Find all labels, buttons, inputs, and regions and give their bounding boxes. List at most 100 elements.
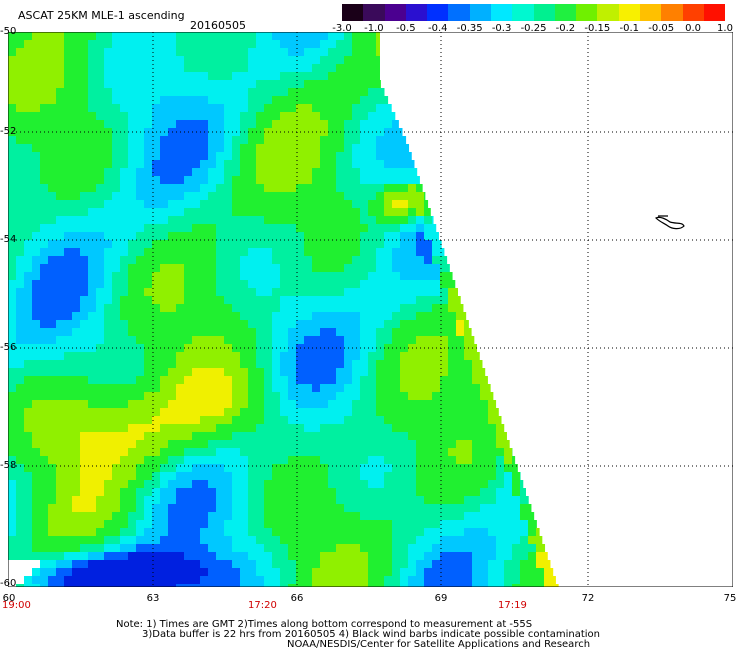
data-cell — [32, 392, 40, 400]
data-cell — [280, 48, 288, 56]
data-cell — [536, 552, 544, 560]
data-cell — [288, 560, 296, 568]
data-cell — [288, 384, 296, 392]
data-cell — [192, 192, 200, 200]
data-cell — [448, 408, 456, 416]
data-cell — [488, 480, 496, 488]
data-cell — [288, 200, 296, 208]
data-cell — [400, 392, 408, 400]
data-cell — [336, 224, 344, 232]
data-cell — [440, 536, 448, 544]
data-cell — [24, 184, 32, 192]
data-cell — [264, 32, 272, 40]
data-cell — [384, 152, 392, 160]
data-cell — [48, 296, 56, 304]
data-cell — [88, 392, 96, 400]
data-cell — [304, 544, 312, 552]
data-cell — [176, 192, 184, 200]
data-cell — [384, 576, 392, 584]
data-cell — [208, 48, 216, 56]
data-cell — [240, 464, 248, 472]
data-cell — [248, 408, 256, 416]
data-cell — [312, 424, 320, 432]
data-cell — [128, 160, 136, 168]
data-cell — [232, 400, 240, 408]
data-cell — [512, 552, 520, 560]
data-cell — [344, 160, 352, 168]
data-cell — [80, 536, 88, 544]
data-cell — [208, 176, 216, 184]
data-cell — [184, 296, 192, 304]
data-cell — [152, 72, 160, 80]
data-cell — [416, 576, 424, 584]
data-cell — [376, 40, 380, 48]
data-cell — [24, 136, 32, 144]
data-cell — [256, 88, 264, 96]
lon-label-72: 72 — [581, 593, 595, 604]
data-cell — [432, 320, 440, 328]
data-cell — [144, 88, 152, 96]
data-cell — [192, 40, 200, 48]
data-cell — [264, 256, 272, 264]
data-cell — [480, 448, 488, 456]
data-cell — [144, 48, 152, 56]
data-cell — [144, 488, 152, 496]
data-cell — [192, 576, 200, 584]
data-cell — [224, 192, 232, 200]
data-cell — [272, 136, 280, 144]
data-cell — [456, 400, 464, 408]
data-cell — [352, 368, 360, 376]
data-cell — [392, 136, 400, 144]
data-cell — [232, 72, 240, 80]
data-cell — [376, 104, 384, 112]
data-cell — [112, 96, 120, 104]
data-cell — [376, 232, 384, 240]
data-cell — [248, 416, 256, 424]
data-cell — [104, 536, 112, 544]
data-cell — [344, 512, 352, 520]
data-cell — [24, 584, 32, 587]
data-cell — [48, 584, 56, 587]
data-cell — [24, 192, 32, 200]
data-cell — [312, 136, 320, 144]
data-cell — [176, 56, 184, 64]
data-cell — [104, 96, 112, 104]
data-cell — [184, 152, 192, 160]
data-cell — [352, 472, 360, 480]
data-cell — [176, 472, 184, 480]
data-cell — [192, 464, 200, 472]
data-cell — [120, 248, 128, 256]
data-cell — [16, 328, 24, 336]
data-cell — [360, 544, 368, 552]
data-cell — [80, 416, 88, 424]
data-cell — [320, 528, 328, 536]
data-cell — [96, 40, 104, 48]
data-cell — [152, 520, 160, 528]
data-cell — [448, 424, 456, 432]
data-cell — [200, 136, 208, 144]
data-cell — [472, 504, 480, 512]
data-cell — [392, 280, 400, 288]
data-cell — [32, 160, 40, 168]
data-cell — [112, 488, 120, 496]
data-cell — [432, 496, 440, 504]
data-cell — [64, 568, 72, 576]
data-cell — [136, 384, 144, 392]
data-cell — [288, 584, 296, 587]
data-cell — [136, 560, 144, 568]
data-cell — [304, 328, 312, 336]
data-cell — [296, 536, 304, 544]
data-cell — [136, 216, 144, 224]
data-cell — [152, 144, 160, 152]
data-cell — [64, 72, 72, 80]
data-cell — [176, 200, 184, 208]
data-cell — [136, 432, 144, 440]
data-cell — [472, 440, 480, 448]
data-cell — [8, 104, 16, 112]
color-swatch — [448, 4, 470, 21]
data-cell — [56, 296, 64, 304]
data-cell — [160, 32, 168, 40]
data-cell — [72, 328, 80, 336]
data-cell — [504, 440, 510, 448]
data-cell — [400, 144, 408, 152]
